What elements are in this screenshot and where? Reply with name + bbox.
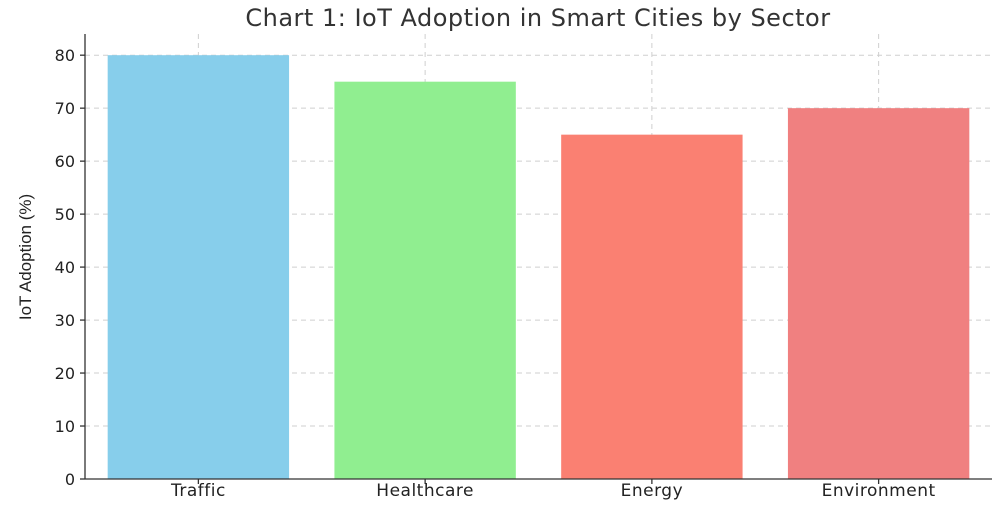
x-tick-label: Energy (621, 481, 684, 501)
y-tick-label: 60 (55, 152, 75, 171)
chart-title: Chart 1: IoT Adoption in Smart Cities by… (245, 4, 830, 32)
bar-traffic (107, 55, 290, 479)
bar-environment (787, 108, 970, 480)
bar-layer (107, 55, 970, 480)
y-tick-label: 20 (55, 364, 75, 383)
y-tick-label: 70 (55, 99, 75, 118)
x-tick-labels: Traffic Healthcare Energy Environment (170, 479, 936, 501)
y-tick-label: 30 (55, 311, 75, 330)
bar-healthcare (334, 81, 516, 479)
y-axis-label: IoT Adoption (%) (16, 194, 35, 320)
bar-energy (561, 134, 743, 479)
x-tick-label: Healthcare (376, 481, 474, 501)
y-tick-label: 80 (55, 46, 75, 65)
y-tick-label: 0 (65, 470, 75, 489)
y-tick-label: 10 (55, 417, 75, 436)
y-tick-labels: 0 10 20 30 40 50 60 70 80 (55, 46, 85, 489)
y-tick-label: 40 (55, 258, 75, 277)
y-tick-label: 50 (55, 205, 75, 224)
x-tick-label: Environment (822, 481, 936, 501)
x-tick-label: Traffic (170, 481, 226, 501)
